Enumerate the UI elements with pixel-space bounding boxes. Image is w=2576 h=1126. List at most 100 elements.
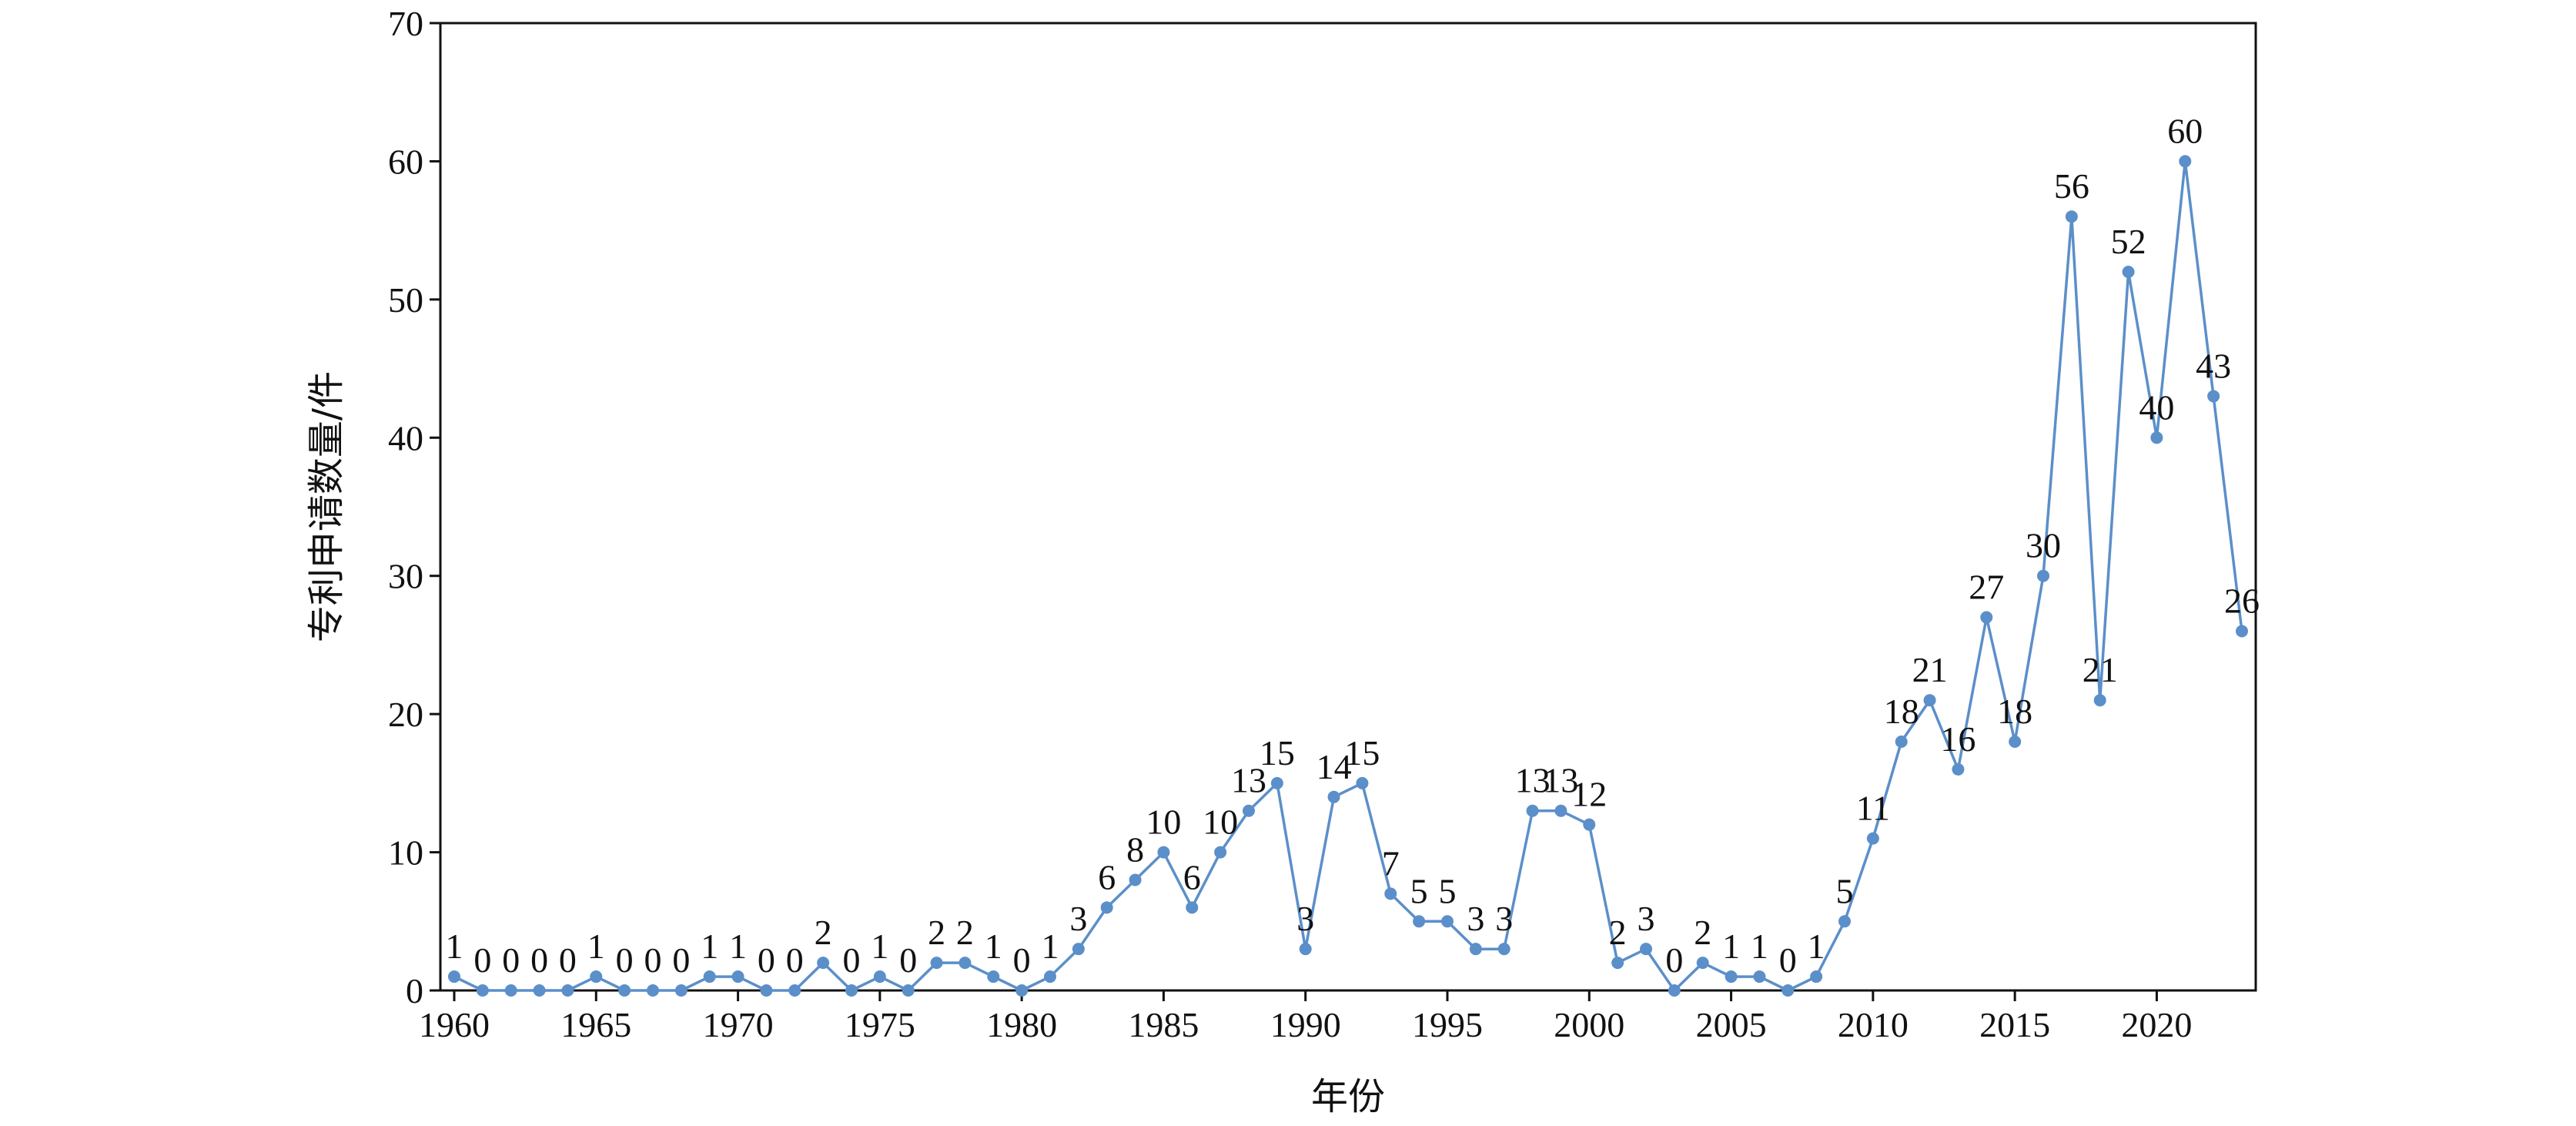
data-label: 5 [1439,871,1457,910]
data-label: 60 [2167,111,2203,150]
data-point [1270,776,1283,789]
data-point [533,984,546,997]
data-point [618,984,631,997]
data-label: 1 [729,927,747,966]
data-point [590,970,603,984]
data-label: 3 [1467,899,1484,938]
x-tick-label: 1995 [1412,1005,1483,1044]
data-label: 18 [1997,692,2032,731]
data-label: 30 [2026,526,2061,565]
x-tick-label: 2020 [2121,1005,2192,1044]
data-label: 0 [559,940,577,980]
data-point [1186,901,1199,914]
data-point [1838,915,1851,928]
x-axis-title: 年份 [1311,1075,1385,1118]
x-tick-label: 2010 [1838,1005,1909,1044]
data-label: 0 [502,940,520,980]
y-tick-label: 30 [388,557,423,596]
data-label: 1 [446,927,463,966]
data-point [1583,818,1596,831]
data-label: 8 [1126,829,1144,869]
data-point [1243,804,1255,817]
x-tick-label: 1975 [845,1005,915,1044]
data-label: 13 [1515,761,1551,800]
y-tick-label: 60 [388,142,423,181]
data-label: 21 [2083,650,2118,689]
data-point [1327,790,1340,803]
data-label: 1 [587,927,605,966]
data-label: 3 [1495,899,1513,938]
data-label: 0 [473,940,491,980]
x-tick-label: 1980 [986,1005,1057,1044]
data-label: 56 [2054,166,2089,206]
data-point [1441,915,1454,928]
data-point [2150,431,2163,444]
data-label: 12 [1571,775,1607,814]
data-point [476,984,489,997]
data-point [1696,957,1709,970]
data-point [1810,970,1823,984]
data-point [2179,155,2192,168]
data-label: 1 [1751,927,1768,966]
data-point [958,957,972,970]
data-label: 21 [1912,650,1948,689]
data-label: 1 [1808,927,1825,966]
data-label: 3 [1069,899,1087,938]
data-point [1129,873,1142,886]
data-point [1044,970,1056,984]
data-point [2009,736,2022,749]
data-label: 3 [1638,899,1655,938]
data-label: 52 [2111,222,2146,261]
plot-frame [439,22,2257,992]
data-point [731,970,744,984]
data-point [448,970,460,984]
x-tick-label: 2000 [1554,1005,1624,1044]
data-point [1157,846,1170,859]
data-label: 5 [1836,871,1854,910]
data-point [2065,210,2078,223]
data-point [674,984,687,997]
data-label: 2 [956,913,974,952]
data-label: 13 [1543,761,1578,800]
data-point [1668,984,1681,997]
data-point [1866,832,1879,845]
data-label: 10 [1146,803,1181,842]
data-label: 26 [2224,581,2260,620]
data-label: 2 [928,913,945,952]
data-point [1554,804,1567,817]
data-labels: 1 0 0 0 0 1 0 0 0 1 1 0 020 1 02 2 1 0 1368106101315314157… [446,111,2260,980]
data-label: 2 [815,913,832,952]
data-point [1640,943,1652,956]
data-point [1611,957,1624,970]
data-point [1072,943,1085,956]
data-point [1214,846,1227,859]
data-label: 0 [644,940,662,980]
data-label: 1 [871,927,888,966]
data-point [2236,625,2248,638]
data-point [1413,915,1426,928]
data-point [873,970,886,984]
data-point [1781,984,1795,997]
data-point [1356,776,1369,789]
x-tick-label: 1990 [1270,1005,1341,1044]
y-tick-label: 10 [388,833,423,873]
data-point [1753,970,1766,984]
data-point [845,984,858,997]
data-point [987,970,1000,984]
data-point [1980,611,1993,624]
x-tick-label: 1960 [419,1005,490,1044]
data-label: 0 [616,940,634,980]
data-point [1526,804,1539,817]
data-label: 14 [1316,747,1352,786]
data-label: 15 [1260,733,1295,772]
data-point [2122,265,2135,278]
y-tick-label: 0 [406,971,423,1010]
data-label: 18 [1884,692,1919,731]
y-tick-label: 40 [388,418,423,457]
y-tick-label: 70 [388,4,423,43]
data-point [703,970,716,984]
data-label: 1 [701,927,718,966]
data-point [504,984,517,997]
data-label: 0 [786,940,804,980]
